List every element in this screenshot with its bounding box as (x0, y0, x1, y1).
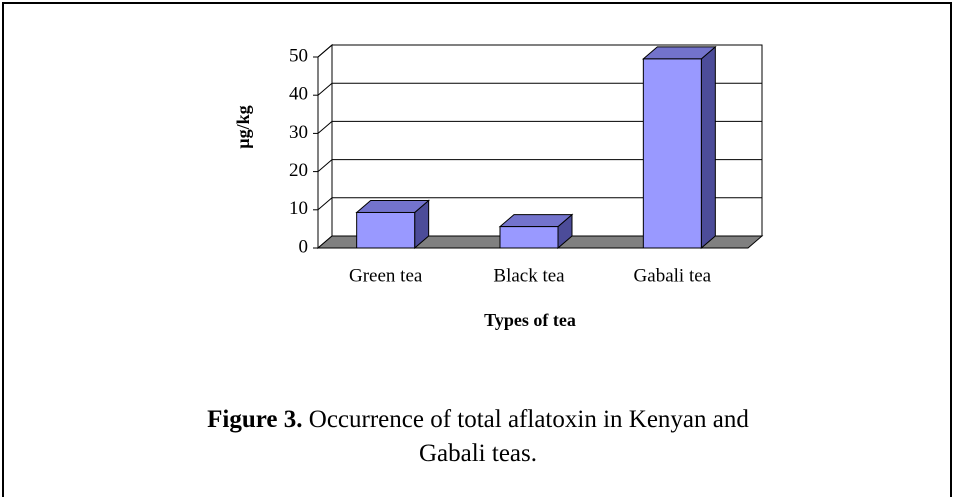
bar-side (700, 45, 716, 250)
x-tick-label: Gabali tea (634, 265, 712, 286)
y-tick-label: 30 (289, 122, 308, 143)
caption-text: Occurrence of total aflatoxin in Kenyan … (308, 406, 749, 467)
grid-line (317, 120, 762, 134)
caption-label: Figure 3. (207, 406, 303, 433)
y-tick-label: 40 (289, 84, 308, 105)
grid-line (317, 44, 762, 58)
x-tick-label: Black tea (493, 265, 565, 286)
y-tick-label: 10 (289, 198, 308, 219)
grid-line (317, 197, 762, 211)
y-tick-label: 0 (299, 236, 309, 257)
x-axis-label: Types of tea (484, 310, 576, 330)
caption: Figure 3. Occurrence of total aflatoxin … (178, 403, 778, 471)
grid-line (317, 82, 762, 96)
chart: µg/kg Types of tea 0 10 20 30 40 50 Green tea B… (233, 43, 764, 330)
y-axis-label: µg/kg (233, 105, 253, 148)
side-wall (317, 43, 333, 250)
bar (356, 211, 416, 249)
x-tick-label: Green tea (349, 265, 423, 286)
bar (642, 58, 702, 249)
y-tick-label: 20 (289, 160, 308, 181)
grid-line (317, 159, 762, 172)
bar (499, 226, 559, 249)
y-tick-label: 50 (289, 45, 308, 66)
